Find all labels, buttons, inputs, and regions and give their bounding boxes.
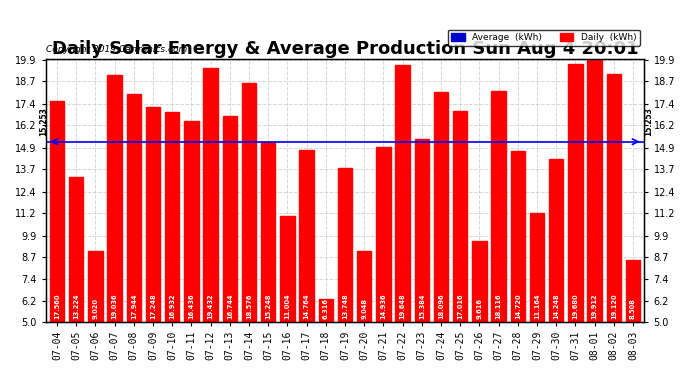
Bar bbox=[395, 64, 410, 322]
Text: 15.384: 15.384 bbox=[419, 294, 425, 319]
Text: 19.120: 19.120 bbox=[611, 293, 617, 319]
Bar bbox=[472, 241, 486, 322]
Bar bbox=[204, 68, 218, 322]
Bar bbox=[223, 116, 237, 322]
Bar bbox=[434, 92, 448, 322]
Text: 18.576: 18.576 bbox=[246, 294, 252, 319]
Text: 19.912: 19.912 bbox=[591, 293, 598, 319]
Text: 15.253: 15.253 bbox=[644, 108, 653, 136]
Legend: Average  (kWh), Daily  (kWh): Average (kWh), Daily (kWh) bbox=[448, 30, 640, 46]
Text: 9.020: 9.020 bbox=[92, 298, 99, 319]
Text: 15.253: 15.253 bbox=[39, 108, 48, 136]
Text: 17.016: 17.016 bbox=[457, 293, 463, 319]
Text: 14.248: 14.248 bbox=[553, 293, 559, 319]
Text: 18.116: 18.116 bbox=[495, 293, 502, 319]
Bar bbox=[69, 177, 83, 322]
Bar bbox=[88, 251, 103, 322]
Text: 19.036: 19.036 bbox=[112, 293, 117, 319]
Title: Daily Solar Energy & Average Production Sun Aug 4 20:01: Daily Solar Energy & Average Production … bbox=[52, 40, 638, 58]
Bar bbox=[299, 150, 314, 322]
Bar bbox=[165, 112, 179, 322]
Text: Copyright 2019 Cartronics.com: Copyright 2019 Cartronics.com bbox=[46, 45, 187, 54]
Bar bbox=[319, 298, 333, 322]
Text: 8.508: 8.508 bbox=[630, 298, 636, 319]
Bar bbox=[261, 142, 275, 322]
Text: 16.932: 16.932 bbox=[169, 293, 175, 319]
Text: 13.748: 13.748 bbox=[342, 293, 348, 319]
Bar bbox=[568, 64, 582, 322]
Text: 14.720: 14.720 bbox=[515, 293, 521, 319]
Text: 17.944: 17.944 bbox=[131, 293, 137, 319]
Bar bbox=[338, 168, 352, 322]
Text: 19.680: 19.680 bbox=[573, 293, 578, 319]
Bar bbox=[549, 159, 563, 322]
Bar bbox=[607, 74, 621, 322]
Bar bbox=[280, 216, 295, 322]
Text: 14.936: 14.936 bbox=[380, 293, 386, 319]
Text: 16.436: 16.436 bbox=[188, 293, 195, 319]
Text: 17.560: 17.560 bbox=[54, 294, 60, 319]
Text: 18.096: 18.096 bbox=[438, 293, 444, 319]
Text: 6.316: 6.316 bbox=[323, 298, 329, 319]
Text: 11.164: 11.164 bbox=[534, 293, 540, 319]
Bar bbox=[50, 101, 64, 322]
Text: 9.048: 9.048 bbox=[361, 298, 367, 319]
Bar bbox=[491, 92, 506, 322]
Text: 15.248: 15.248 bbox=[265, 294, 271, 319]
Text: 13.224: 13.224 bbox=[73, 293, 79, 319]
Bar bbox=[453, 111, 467, 322]
Text: 19.648: 19.648 bbox=[400, 293, 406, 319]
Text: 11.004: 11.004 bbox=[284, 293, 290, 319]
Bar bbox=[357, 251, 371, 322]
Bar bbox=[241, 83, 256, 322]
Bar bbox=[127, 94, 141, 322]
Text: 16.744: 16.744 bbox=[227, 293, 233, 319]
Text: 9.616: 9.616 bbox=[476, 298, 482, 319]
Text: 14.764: 14.764 bbox=[304, 293, 310, 319]
Text: 17.248: 17.248 bbox=[150, 293, 156, 319]
Bar bbox=[587, 60, 602, 322]
Bar bbox=[108, 75, 122, 322]
Bar bbox=[511, 151, 525, 322]
Bar bbox=[146, 106, 160, 322]
Bar bbox=[415, 140, 429, 322]
Bar bbox=[626, 260, 640, 322]
Text: 19.432: 19.432 bbox=[208, 293, 214, 319]
Bar bbox=[376, 147, 391, 322]
Bar bbox=[530, 213, 544, 322]
Bar bbox=[184, 121, 199, 322]
